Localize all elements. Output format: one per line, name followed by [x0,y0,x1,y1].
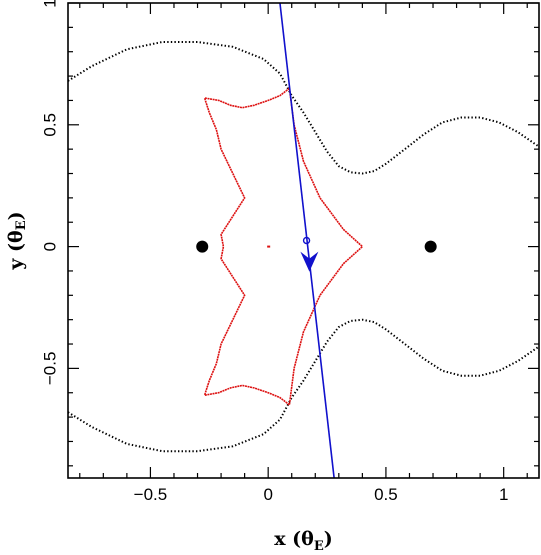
y-tick-label: −0.5 [41,352,60,386]
critical-curve-upper [68,41,539,175]
x-tick-label: 0.5 [374,485,398,504]
y-axis-label: y (θE) [5,211,29,270]
y-axis-label-main: y (θ [5,230,27,270]
y-axis-label-close: ) [5,211,27,220]
x-axis-label-close: ) [324,528,333,550]
plot-content [68,3,539,478]
y-tick-label: 1 [41,0,60,8]
x-axis-label: x (θE) [274,528,333,554]
caustic-curve [203,87,364,407]
y-axis-label-sub: E [14,220,29,230]
plot-area [68,3,539,478]
x-tick-label: −0.5 [134,485,168,504]
direction-arrow [300,251,319,272]
x-axis-label-sub: E [314,539,324,554]
lens-mass-1 [196,240,209,253]
source-position-marker [302,236,311,245]
x-axis-label-main: x (θ [274,528,314,550]
y-tick-label: 0.5 [41,113,60,137]
y-tick-label: 0 [41,242,60,251]
lens-mass-2 [424,240,437,253]
tick-labels: −0.5 0 0.5 1 1 0.5 0 −0.5 [41,0,509,504]
critical-curve-lower [68,318,539,453]
axes [67,2,540,479]
x-tick-label: 0 [263,485,272,504]
source-trajectory-line [279,3,335,478]
x-tick-label: 1 [499,485,508,504]
plot-frame [67,2,540,479]
